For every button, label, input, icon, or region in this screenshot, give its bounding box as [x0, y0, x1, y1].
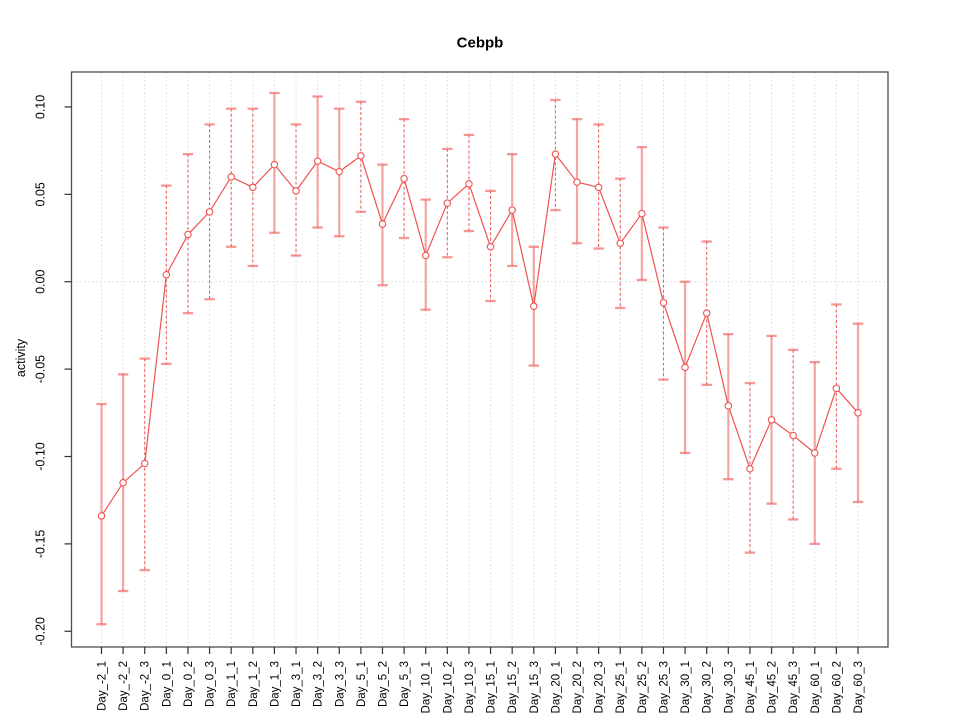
data-point-marker [573, 178, 581, 186]
y-tick-label: -0.20 [33, 617, 47, 646]
x-tick-label: Day_-2_3 [140, 661, 152, 711]
x-tick-label: Day_60_2 [831, 661, 843, 713]
data-point-marker [443, 199, 452, 207]
data-point-marker [811, 449, 819, 457]
x-tick-label: Day_25_3 [658, 661, 670, 713]
x-tick-label: Day_3_1 [291, 661, 303, 707]
x-tick-label: Day_25_1 [615, 661, 627, 713]
x-tick-label: Day_60_3 [853, 661, 865, 713]
x-tick-label: Day_10_3 [464, 661, 476, 713]
x-tick-label: Day_30_3 [723, 661, 735, 713]
data-point-marker [530, 302, 538, 310]
y-tick-label: -0.10 [33, 442, 47, 471]
data-point-marker [465, 180, 473, 188]
x-tick-label: Day_1_3 [269, 661, 281, 707]
x-tick-label: Day_-2_2 [118, 661, 130, 711]
data-point-marker [227, 173, 235, 181]
data-point-marker [292, 187, 300, 195]
data-point-marker [421, 251, 430, 260]
x-tick-label: Day_0_2 [183, 661, 195, 707]
x-tick-label: Day_20_3 [594, 661, 606, 713]
data-point-marker [184, 230, 192, 239]
x-tick-label: Day_45_1 [745, 661, 757, 713]
data-point-marker [508, 206, 516, 214]
x-tick-label: Day_45_2 [767, 661, 779, 713]
x-tick-label: Day_3_2 [313, 661, 325, 707]
data-point-marker [594, 183, 603, 192]
data-point-marker [789, 431, 797, 440]
y-tick-label: -0.05 [33, 355, 47, 384]
x-tick-label: Day_1_1 [226, 661, 238, 707]
x-tick-label: Day_15_2 [507, 661, 519, 713]
x-tick-label: Day_30_2 [702, 661, 714, 713]
y-tick-label: 0.00 [33, 270, 47, 294]
x-tick-label: Day_10_2 [442, 661, 454, 713]
data-point-marker [702, 309, 711, 317]
x-tick-label: Day_1_2 [248, 661, 260, 707]
x-tick-label: Day_0_3 [205, 661, 217, 707]
x-tick-label: Day_20_2 [572, 661, 584, 713]
x-tick-label: Day_0_1 [161, 661, 173, 707]
data-point-marker [638, 209, 646, 218]
data-point-marker [724, 402, 733, 410]
data-point-marker [659, 298, 668, 307]
data-point-marker [313, 157, 322, 165]
x-tick-label: Day_5_3 [399, 661, 411, 707]
data-point-marker [162, 270, 171, 279]
x-tick-label: Day_-2_1 [97, 661, 109, 711]
data-point-marker [400, 174, 408, 183]
data-point-marker [205, 208, 214, 216]
data-point-marker [551, 150, 560, 158]
data-point-marker [357, 152, 365, 160]
plot-border [70, 71, 889, 648]
data-point-marker [854, 409, 862, 417]
x-tick-label: Day_5_2 [377, 661, 389, 707]
x-tick-label: Day_60_1 [810, 661, 822, 713]
series-line [100, 152, 859, 517]
data-point-marker [767, 416, 776, 424]
data-point-marker [249, 183, 257, 192]
data-point-marker [270, 160, 279, 169]
x-tick-label: Day_10_1 [421, 661, 433, 713]
data-point-marker [681, 363, 689, 372]
y-tick-label: -0.15 [33, 530, 47, 559]
chart-title: Cebpb [456, 34, 504, 52]
x-tick-label: Day_3_3 [334, 661, 346, 707]
data-point-marker [335, 167, 344, 176]
data-point-marker [119, 478, 127, 487]
data-point-marker [832, 384, 841, 393]
x-tick-label: Day_45_3 [788, 661, 800, 713]
x-tick-label: Day_15_1 [486, 661, 498, 713]
y-tick-label: 0.10 [33, 95, 47, 119]
data-point-marker [616, 239, 624, 248]
x-tick-label: Day_15_3 [529, 661, 541, 713]
data-point-marker [140, 459, 149, 468]
data-point-marker [486, 243, 495, 251]
x-tick-label: Day_20_1 [550, 661, 562, 713]
x-tick-label: Day_5_1 [356, 661, 368, 707]
data-point-marker [378, 220, 387, 228]
y-tick-label: 0.05 [33, 182, 47, 206]
x-tick-label: Day_30_1 [680, 661, 692, 713]
data-point-marker [97, 512, 106, 520]
data-point-marker [746, 464, 754, 473]
x-tick-label: Day_25_2 [637, 661, 649, 713]
